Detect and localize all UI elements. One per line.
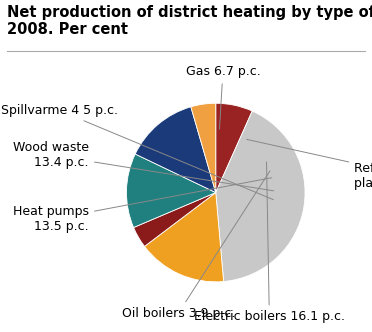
Wedge shape <box>145 193 224 282</box>
Text: Oil boilers 3.9 p.c.: Oil boilers 3.9 p.c. <box>122 171 270 320</box>
Text: Wood waste
13.4 p.c.: Wood waste 13.4 p.c. <box>13 141 274 191</box>
Wedge shape <box>216 111 305 282</box>
Text: Gas 6.7 p.c.: Gas 6.7 p.c. <box>186 65 260 129</box>
Text: Heat pumps
13.5 p.c.: Heat pumps 13.5 p.c. <box>13 178 272 233</box>
Text: Electric boilers 16.1 p.c.: Electric boilers 16.1 p.c. <box>194 162 345 323</box>
Text: Refuse incineration
plant 41.9 p.c.: Refuse incineration plant 41.9 p.c. <box>247 139 372 191</box>
Text: Spillvarme 4 5 p.c.: Spillvarme 4 5 p.c. <box>0 104 273 200</box>
Wedge shape <box>134 193 216 246</box>
Text: Net production of district heating by type of heat central.
2008. Per cent: Net production of district heating by ty… <box>7 5 372 38</box>
Wedge shape <box>126 154 216 227</box>
Wedge shape <box>216 103 252 193</box>
Wedge shape <box>135 107 216 193</box>
Wedge shape <box>191 103 216 193</box>
